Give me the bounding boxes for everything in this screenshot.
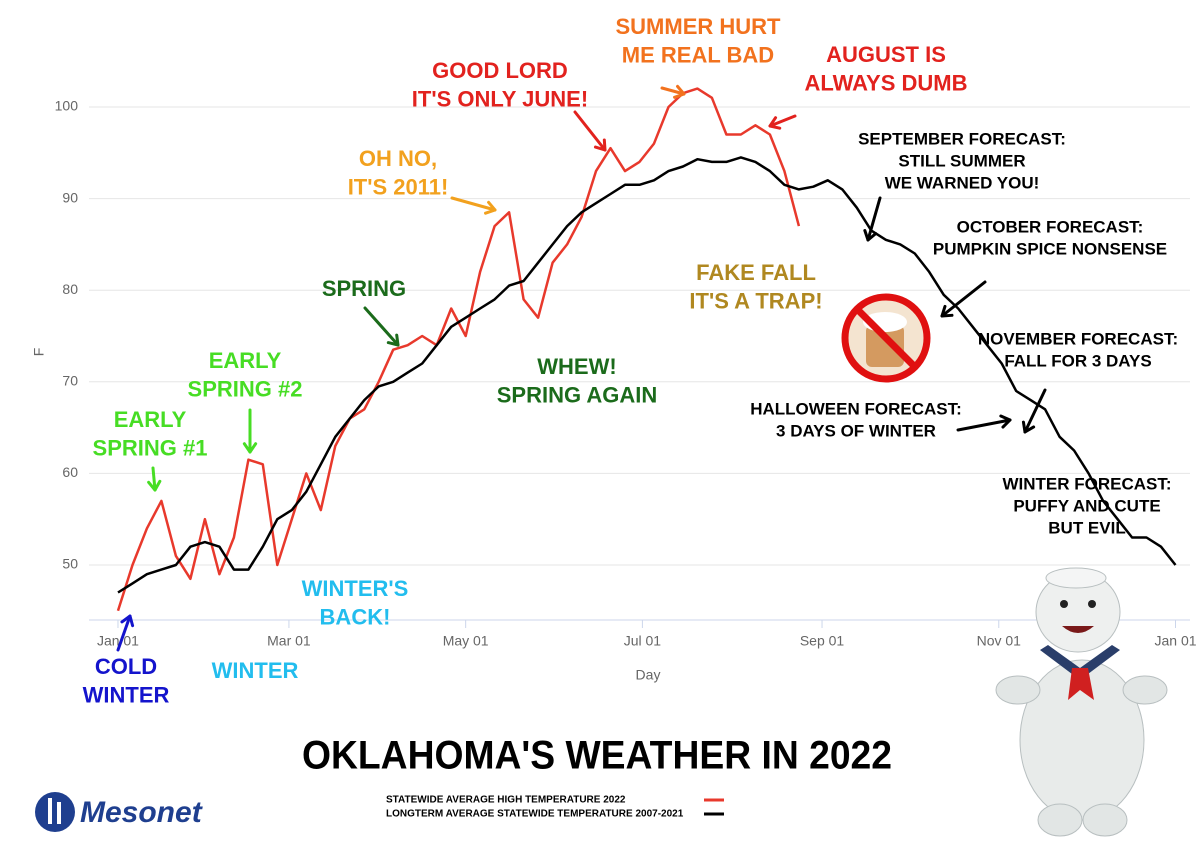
annotation-arrowhead (386, 333, 400, 347)
annotation-arrow (116, 614, 132, 652)
annotation: BUT EVIL (1048, 519, 1125, 538)
x-tick-label: Sep 01 (800, 633, 845, 649)
annotation: WINTER'S (302, 576, 409, 601)
y-tick-label: 80 (62, 281, 78, 297)
annotation: EARLY (114, 407, 187, 432)
annotation-arrowhead (768, 116, 782, 130)
plot: 50 60 70 80 90 100 Jan 01 Mar 01 May 01 Jul 01 Sep… (55, 87, 1197, 649)
annotation-arrowhead (863, 229, 878, 242)
annotation: 3 DAYS OF WINTER (776, 422, 936, 441)
annotation-arrow (660, 86, 686, 96)
annotation: WINTER (212, 658, 299, 683)
annotation-arrow (573, 110, 607, 152)
figure-eye (1060, 600, 1068, 608)
figure-tie (1068, 668, 1094, 700)
figure-leg (1037, 803, 1083, 837)
annotation-arrowhead (242, 442, 258, 454)
annotation: SPRING (322, 276, 406, 301)
chart-title: OKLAHOMA'S WEATHER IN 2022 (302, 734, 892, 778)
y-tick-label: 50 (62, 556, 78, 572)
annotation: FAKE FALL (696, 260, 816, 285)
annotation-arrowhead (147, 479, 162, 492)
annotation: STILL SUMMER (898, 152, 1025, 171)
annotation: WE WARNED YOU! (885, 174, 1040, 193)
no-pumpkin-spice-icon (841, 293, 931, 383)
y-axis-label: F (31, 348, 47, 357)
annotation-arrowhead (673, 84, 686, 99)
icon-ring (841, 293, 931, 383)
annotation-arrowhead (484, 200, 497, 215)
y-tick-label: 70 (62, 373, 78, 389)
annotation-arrow (768, 114, 797, 128)
annotation-arrow (956, 418, 1012, 432)
annotation-arrowhead (940, 304, 954, 318)
annotation: COLD (95, 654, 157, 679)
annotation-arrow (940, 280, 987, 318)
logo: Mesonet (35, 792, 204, 832)
x-tick-label: Jan 01 (97, 633, 139, 649)
annotation-arrowhead (593, 138, 607, 152)
annotation: ME REAL BAD (622, 42, 774, 67)
icon-slash (854, 306, 918, 370)
annotation: NOVEMBER FORECAST: (978, 329, 1178, 348)
annotation: IT'S A TRAP! (689, 288, 822, 313)
x-tick-label: Jul 01 (624, 633, 662, 649)
x-tick-label: Jan 01 (1154, 633, 1196, 649)
logo-text: Mesonet (80, 796, 204, 829)
annotation: FALL FOR 3 DAYS (1004, 352, 1151, 371)
x-axis-label: Day (636, 667, 661, 683)
marshmallow-man (995, 567, 1168, 837)
annotation: OH NO, (359, 146, 437, 171)
annotation: WINTER FORECAST: (1002, 474, 1171, 493)
annotation: SPRING AGAIN (497, 382, 658, 407)
figure-hat (1045, 567, 1107, 589)
annotation-arrow (1023, 388, 1047, 434)
y-tick-label: 90 (62, 189, 78, 205)
annotation: SEPTEMBER FORECAST: (858, 129, 1066, 148)
figure-collar (1040, 645, 1120, 680)
icon-cup (866, 325, 904, 367)
logo-mark (35, 792, 75, 832)
annotation: ALWAYS DUMB (805, 70, 968, 95)
annotation: IT'S ONLY JUNE! (412, 86, 588, 111)
figure-mouth (1062, 626, 1094, 633)
annotation: PUFFY AND CUTE (1013, 497, 1160, 516)
annotation: SPRING #1 (93, 435, 208, 460)
annotation: BACK! (320, 604, 391, 629)
logo-mark (48, 798, 52, 824)
annotation: HALLOWEEN FORECAST: (750, 399, 962, 418)
logo-mark (57, 802, 61, 824)
figure-arm (995, 675, 1041, 705)
legend-label: STATEWIDE AVERAGE HIGH TEMPERATURE 2022 (386, 795, 626, 806)
annotation-arrowhead (999, 414, 1012, 429)
y-tick-label: 100 (55, 98, 79, 114)
annotation-arrowhead (120, 614, 135, 628)
annotation-arrow (866, 196, 882, 242)
annotation: OCTOBER FORECAST: (957, 217, 1144, 236)
x-tick-label: Nov 01 (977, 633, 1022, 649)
annotation-arrow (151, 466, 157, 492)
annotation: PUMPKIN SPICE NONSENSE (933, 240, 1167, 259)
annotation: WINTER (83, 682, 170, 707)
annotation-arrowhead (1021, 420, 1036, 434)
annotation: SPRING #2 (188, 376, 303, 401)
x-tick-label: Mar 01 (267, 633, 311, 649)
annotation-arrow (450, 196, 497, 212)
legend-label: LONGTERM AVERAGE STATEWIDE TEMPERATURE 2… (386, 809, 684, 820)
annotation: IT'S 2011! (348, 174, 449, 199)
annotation: AUGUST IS (826, 42, 946, 67)
annotation: GOOD LORD (432, 58, 568, 83)
figure-leg (1082, 803, 1128, 837)
figure-arm (1122, 675, 1168, 705)
annotation: SUMMER HURT (616, 14, 782, 39)
annotation: EARLY (209, 348, 282, 373)
annotation-arrow (363, 306, 400, 347)
y-tick-label: 60 (62, 464, 78, 480)
x-tick-label: May 01 (443, 633, 489, 649)
figure-eye (1088, 600, 1096, 608)
annotation: WHEW! (537, 354, 616, 379)
series-line (117, 156, 1177, 594)
